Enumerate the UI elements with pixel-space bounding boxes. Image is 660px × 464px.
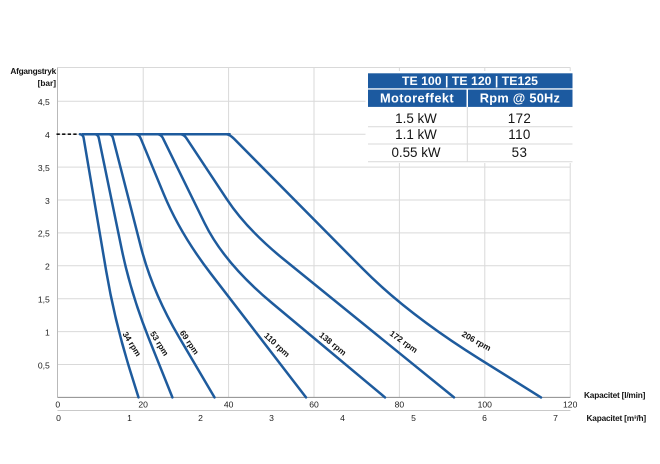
svg-text:53: 53	[512, 145, 528, 160]
svg-text:4: 4	[45, 130, 50, 140]
svg-text:Kapacitet [l/min]: Kapacitet [l/min]	[584, 390, 646, 400]
svg-text:0: 0	[56, 413, 61, 423]
svg-text:60: 60	[309, 400, 319, 410]
svg-text:Kapacitet [m³/h]: Kapacitet [m³/h]	[587, 413, 647, 423]
svg-text:TE 100 | TE 120 | TE125: TE 100 | TE 120 | TE125	[402, 74, 538, 88]
svg-text:6: 6	[482, 413, 487, 423]
svg-text:5: 5	[411, 413, 416, 423]
svg-text:110: 110	[508, 127, 531, 142]
svg-text:2: 2	[198, 413, 203, 423]
svg-text:1,5: 1,5	[38, 295, 50, 305]
svg-text:0: 0	[55, 400, 60, 410]
svg-text:1.5 kW: 1.5 kW	[395, 111, 437, 126]
svg-text:3,5: 3,5	[38, 163, 50, 173]
svg-text:Rpm @ 50Hz: Rpm @ 50Hz	[480, 91, 560, 106]
svg-text:3: 3	[45, 196, 50, 206]
svg-text:1: 1	[127, 413, 132, 423]
svg-text:1.1 kW: 1.1 kW	[395, 127, 437, 142]
svg-text:100: 100	[478, 400, 493, 410]
svg-text:4: 4	[340, 413, 345, 423]
svg-text:Motoreffekt: Motoreffekt	[380, 91, 454, 106]
svg-text:40: 40	[224, 400, 234, 410]
svg-text:Afgangstryk: Afgangstryk	[10, 66, 56, 76]
svg-text:172: 172	[508, 111, 532, 126]
svg-text:1: 1	[45, 327, 50, 337]
svg-text:0,5: 0,5	[38, 360, 50, 370]
svg-text:2: 2	[45, 262, 50, 272]
svg-text:0.55 kW: 0.55 kW	[391, 145, 440, 160]
svg-text:7: 7	[553, 413, 558, 423]
svg-text:4,5: 4,5	[38, 97, 50, 107]
svg-text:2,5: 2,5	[38, 229, 50, 239]
svg-text:[bar]: [bar]	[38, 78, 57, 88]
svg-text:120: 120	[563, 400, 578, 410]
svg-text:20: 20	[138, 400, 148, 410]
svg-text:80: 80	[395, 400, 405, 410]
svg-text:3: 3	[269, 413, 274, 423]
